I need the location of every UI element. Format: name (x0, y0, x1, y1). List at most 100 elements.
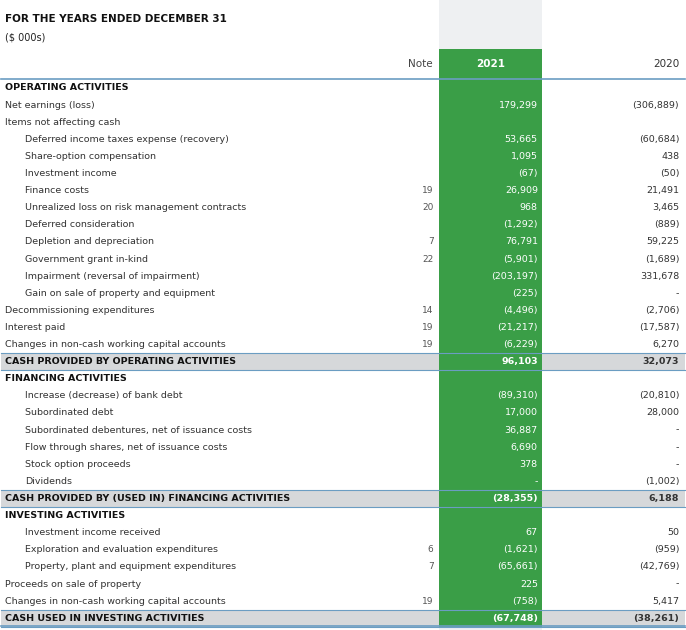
Text: 96,103: 96,103 (501, 357, 538, 366)
Text: 28,000: 28,000 (646, 408, 679, 418)
Text: 22: 22 (423, 255, 434, 263)
Text: (21,217): (21,217) (497, 323, 538, 332)
Text: 6,690: 6,690 (511, 443, 538, 452)
Text: (889): (889) (654, 220, 679, 229)
Bar (542, 610, 685, 627)
Text: Note: Note (407, 59, 432, 69)
Text: 2020: 2020 (653, 59, 679, 69)
Text: (4,496): (4,496) (504, 306, 538, 315)
Text: Increase (decrease) of bank debt: Increase (decrease) of bank debt (25, 391, 183, 401)
Text: Unrealized loss on risk management contracts: Unrealized loss on risk management contr… (25, 203, 247, 212)
Text: 1,095: 1,095 (511, 152, 538, 161)
Text: OPERATING ACTIVITIES: OPERATING ACTIVITIES (5, 83, 128, 93)
Text: CASH USED IN INVESTING ACTIVITIES: CASH USED IN INVESTING ACTIVITIES (5, 614, 204, 623)
Text: 19: 19 (422, 340, 434, 349)
Bar (1, 6, 439, 627)
Text: Share-option compensation: Share-option compensation (25, 152, 156, 161)
Text: Items not affecting cash: Items not affecting cash (5, 118, 120, 127)
Text: 14: 14 (422, 306, 434, 315)
Text: 7: 7 (428, 238, 434, 246)
Text: 17,000: 17,000 (505, 408, 538, 418)
Text: -: - (534, 477, 538, 486)
Text: (225): (225) (512, 289, 538, 298)
Text: 968: 968 (520, 203, 538, 212)
Text: Exploration and evaluation expenditures: Exploration and evaluation expenditures (25, 546, 218, 554)
Bar (542, 490, 685, 507)
Text: (42,769): (42,769) (639, 563, 679, 571)
Text: -: - (676, 426, 679, 435)
Text: Changes in non-cash working capital accounts: Changes in non-cash working capital acco… (5, 340, 226, 349)
Text: FOR THE YEARS ENDED DECEMBER 31: FOR THE YEARS ENDED DECEMBER 31 (5, 14, 226, 24)
Text: Dividends: Dividends (25, 477, 73, 486)
Text: -: - (676, 580, 679, 588)
Text: (1,621): (1,621) (504, 546, 538, 554)
Text: 5,417: 5,417 (652, 597, 679, 605)
Text: (50): (50) (660, 169, 679, 178)
Text: (67,748): (67,748) (492, 614, 538, 623)
Text: 53,665: 53,665 (505, 135, 538, 144)
Text: (60,684): (60,684) (639, 135, 679, 144)
Bar (542, 6, 685, 627)
Text: Subordinated debt: Subordinated debt (25, 408, 114, 418)
Text: (17,587): (17,587) (639, 323, 679, 332)
Bar (0, 0, 439, 630)
Bar (542, 0, 686, 630)
Text: Flow through shares, net of issuance costs: Flow through shares, net of issuance cos… (25, 443, 228, 452)
Text: ($ 000s): ($ 000s) (5, 33, 45, 43)
Text: Impairment (reversal of impairment): Impairment (reversal of impairment) (25, 272, 200, 280)
Text: (758): (758) (512, 597, 538, 605)
Text: Net earnings (loss): Net earnings (loss) (5, 101, 95, 110)
Text: 59,225: 59,225 (646, 238, 679, 246)
Text: 20: 20 (422, 203, 434, 212)
Text: (5,901): (5,901) (504, 255, 538, 263)
Text: (38,261): (38,261) (633, 614, 679, 623)
Text: (306,889): (306,889) (632, 101, 679, 110)
Text: 36,887: 36,887 (505, 426, 538, 435)
Text: (959): (959) (654, 546, 679, 554)
Text: 32,073: 32,073 (643, 357, 679, 366)
Text: 19: 19 (422, 186, 434, 195)
Text: Investment income received: Investment income received (25, 528, 161, 537)
Text: 19: 19 (422, 323, 434, 332)
Bar (1, 490, 439, 507)
Text: Subordinated debentures, net of issuance costs: Subordinated debentures, net of issuance… (25, 426, 252, 435)
Text: Investment income: Investment income (25, 169, 117, 178)
Text: Depletion and depreciation: Depletion and depreciation (25, 238, 154, 246)
Text: 21,491: 21,491 (646, 186, 679, 195)
Text: (2,706): (2,706) (645, 306, 679, 315)
Text: 225: 225 (520, 580, 538, 588)
Text: Proceeds on sale of property: Proceeds on sale of property (5, 580, 141, 588)
Text: 6,188: 6,188 (649, 494, 679, 503)
Bar (1, 353, 439, 370)
Text: (203,197): (203,197) (491, 272, 538, 280)
Text: INVESTING ACTIVITIES: INVESTING ACTIVITIES (5, 511, 125, 520)
Text: (28,355): (28,355) (492, 494, 538, 503)
Bar (1, 610, 439, 627)
Text: 50: 50 (667, 528, 679, 537)
Text: -: - (676, 289, 679, 298)
Text: -: - (676, 460, 679, 469)
Text: (6,229): (6,229) (504, 340, 538, 349)
Text: CASH PROVIDED BY (USED IN) FINANCING ACTIVITIES: CASH PROVIDED BY (USED IN) FINANCING ACT… (5, 494, 290, 503)
Text: Deferred consideration: Deferred consideration (25, 220, 134, 229)
Text: CASH PROVIDED BY OPERATING ACTIVITIES: CASH PROVIDED BY OPERATING ACTIVITIES (5, 357, 236, 366)
Text: 6,270: 6,270 (652, 340, 679, 349)
Text: Finance costs: Finance costs (25, 186, 89, 195)
Text: -: - (676, 443, 679, 452)
Text: 76,791: 76,791 (505, 238, 538, 246)
Bar (439, 49, 542, 627)
Text: 3,465: 3,465 (652, 203, 679, 212)
Text: (20,810): (20,810) (639, 391, 679, 401)
Text: (1,292): (1,292) (504, 220, 538, 229)
Text: 378: 378 (520, 460, 538, 469)
Text: 7: 7 (428, 563, 434, 571)
Text: 179,299: 179,299 (499, 101, 538, 110)
Text: 26,909: 26,909 (505, 186, 538, 195)
Text: Property, plant and equipment expenditures: Property, plant and equipment expenditur… (25, 563, 237, 571)
Text: 6: 6 (428, 546, 434, 554)
Text: 331,678: 331,678 (640, 272, 679, 280)
Text: Gain on sale of property and equipment: Gain on sale of property and equipment (25, 289, 215, 298)
Text: 438: 438 (661, 152, 679, 161)
Text: (89,310): (89,310) (497, 391, 538, 401)
Text: 67: 67 (526, 528, 538, 537)
